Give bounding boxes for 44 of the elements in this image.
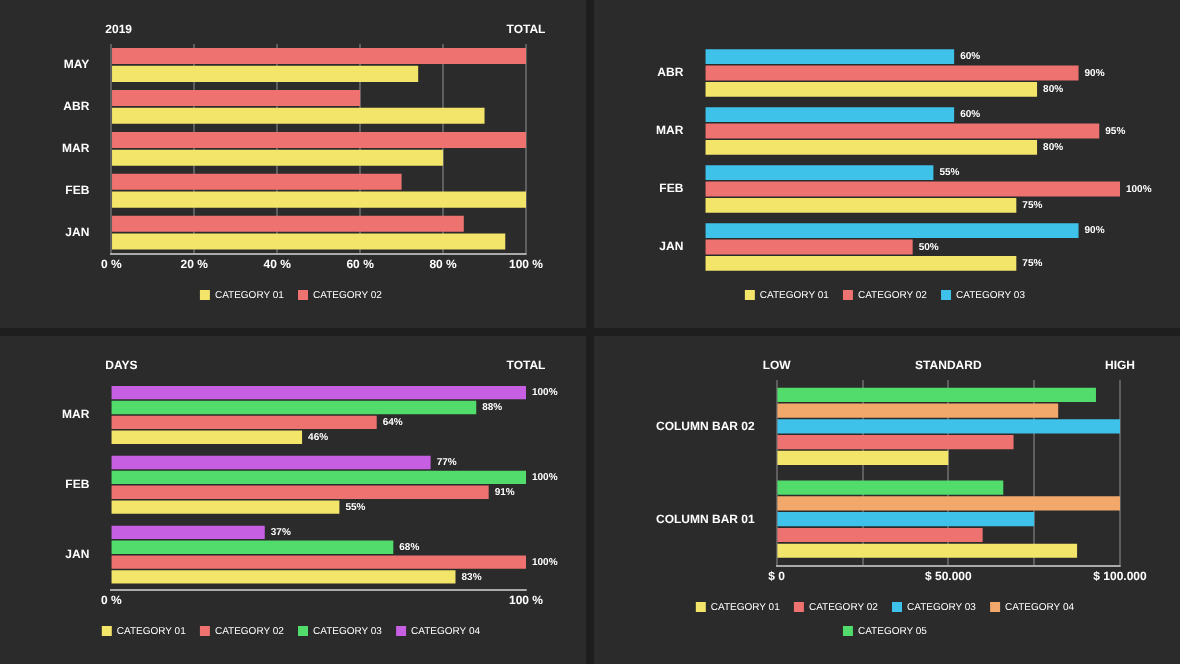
bar [111, 455, 431, 470]
bar [112, 89, 361, 106]
bar [112, 65, 419, 82]
bar [777, 496, 1120, 511]
bar [705, 198, 1017, 213]
bar [777, 480, 1004, 495]
bar [705, 256, 1017, 271]
bar [705, 49, 955, 64]
bar [777, 512, 1035, 527]
bar [705, 181, 1120, 197]
bar [777, 419, 1120, 434]
bar [705, 223, 1079, 238]
bar [112, 48, 526, 65]
bar [112, 191, 526, 208]
bar [111, 385, 526, 400]
bar [112, 173, 402, 190]
bar [111, 430, 303, 444]
bar [705, 107, 955, 122]
bar [111, 525, 265, 540]
bar [112, 107, 485, 124]
bar [111, 500, 340, 514]
bar [777, 435, 1014, 450]
bar [111, 400, 477, 415]
bar [112, 233, 506, 250]
bar [111, 540, 394, 554]
bar [705, 140, 1038, 155]
bar [112, 215, 464, 232]
bar [112, 131, 526, 148]
bar [777, 450, 949, 466]
bar [777, 387, 1096, 402]
bar [705, 82, 1038, 97]
bar [705, 65, 1079, 81]
bar [111, 555, 526, 569]
bar [777, 543, 1078, 558]
bar [111, 485, 489, 499]
bar [111, 470, 526, 485]
bar [777, 527, 983, 543]
bar [777, 403, 1059, 418]
bar [111, 570, 456, 584]
bar [111, 415, 377, 430]
bar [705, 165, 934, 180]
bar [705, 239, 913, 255]
bar [112, 149, 444, 166]
bar [705, 123, 1100, 139]
